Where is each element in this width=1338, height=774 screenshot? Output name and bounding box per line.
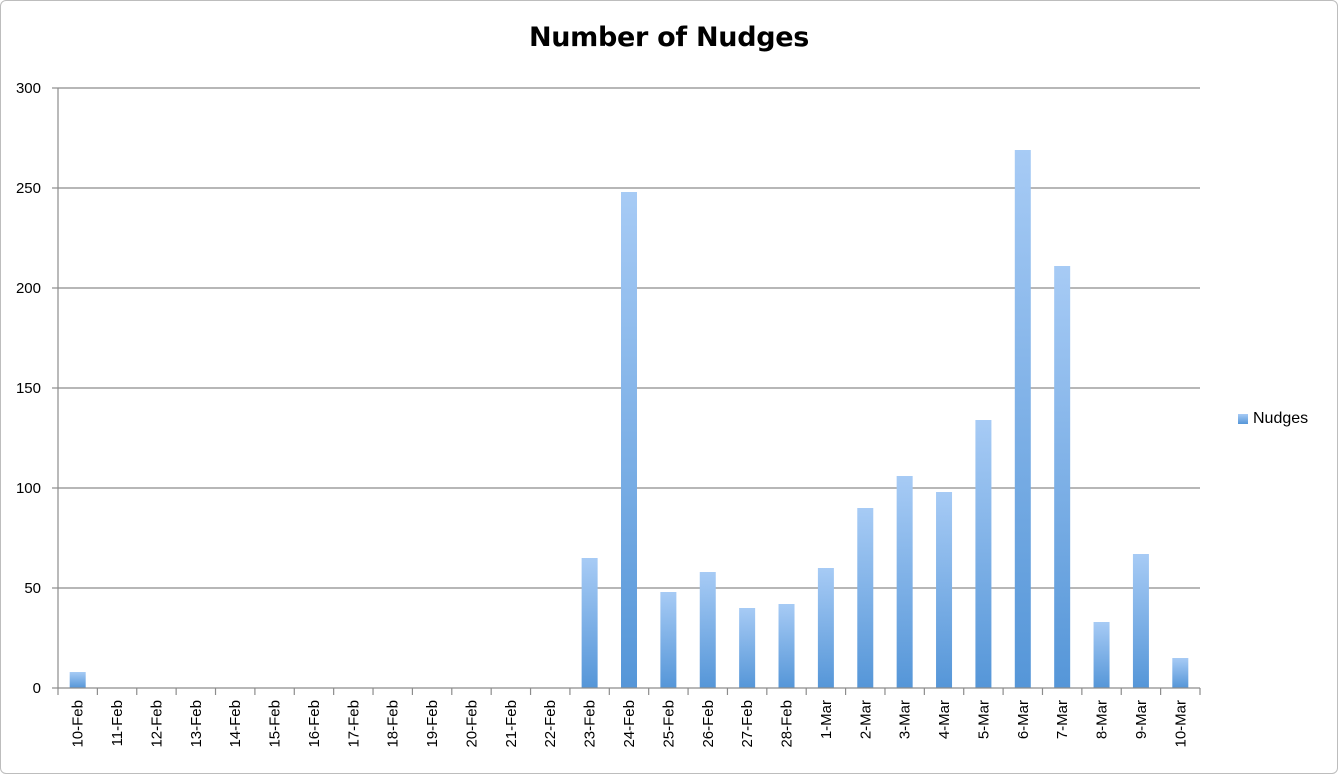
x-tick-label: 12-Feb	[148, 700, 165, 748]
legend-swatch	[1238, 414, 1248, 424]
bar	[581, 558, 598, 688]
x-tick-label: 3-Mar	[897, 700, 914, 739]
x-tick-label: 23-Feb	[582, 700, 599, 748]
y-tick-label: 150	[16, 380, 41, 397]
x-tick-label: 25-Feb	[660, 700, 677, 748]
chart-title: Number of Nudges	[528, 22, 810, 53]
x-tick-label: 5-Mar	[975, 700, 992, 739]
x-tick-label: 26-Feb	[700, 700, 717, 748]
bar	[936, 492, 953, 688]
bar	[975, 420, 992, 688]
y-tick-label: 100	[16, 480, 41, 497]
x-tick-label: 21-Feb	[503, 700, 520, 748]
x-tick-label: 20-Feb	[463, 700, 480, 748]
x-tick-label: 28-Feb	[779, 700, 796, 748]
bar	[857, 508, 874, 688]
x-tick-label: 11-Feb	[109, 700, 126, 746]
bar	[699, 572, 716, 688]
x-tick-label: 22-Feb	[542, 700, 559, 748]
x-tick-label: 1-Mar	[818, 700, 835, 739]
x-tick-label: 7-Mar	[1054, 700, 1071, 739]
legend-label: Nudges	[1253, 410, 1309, 427]
bar	[896, 476, 913, 688]
x-tick-label: 2-Mar	[857, 700, 874, 739]
y-tick-label: 200	[16, 280, 41, 297]
x-tick-label: 27-Feb	[739, 700, 756, 748]
y-tick-label: 300	[16, 80, 41, 97]
x-tick-label: 24-Feb	[621, 700, 638, 748]
bar	[1132, 554, 1149, 688]
bar	[817, 568, 834, 688]
x-tick-label: 18-Feb	[385, 700, 402, 748]
x-tick-label: 17-Feb	[345, 700, 362, 748]
y-tick-label: 50	[24, 580, 41, 597]
bar	[621, 192, 637, 688]
y-tick-label: 250	[16, 180, 41, 197]
legend: Nudges	[1238, 410, 1308, 428]
bar	[739, 608, 756, 688]
x-tick-label: 13-Feb	[188, 700, 205, 748]
x-tick-label: 9-Mar	[1133, 700, 1150, 739]
bar	[69, 672, 86, 688]
x-tick-label: 10-Mar	[1172, 700, 1189, 748]
bar	[1014, 150, 1031, 688]
x-tick-label: 19-Feb	[424, 700, 441, 748]
x-tick-label: 16-Feb	[306, 700, 323, 748]
x-tick-label: 4-Mar	[936, 700, 953, 739]
x-tick-label: 10-Feb	[70, 700, 87, 748]
y-tick-label: 0	[33, 680, 41, 697]
x-tick-label: 6-Mar	[1015, 700, 1032, 739]
bar	[660, 592, 677, 688]
x-tick-label: 15-Feb	[267, 700, 284, 748]
bar	[1172, 658, 1189, 688]
x-tick-label: 14-Feb	[227, 700, 244, 748]
x-tick-label: 8-Mar	[1094, 700, 1111, 739]
bar	[1054, 266, 1071, 688]
bar	[1093, 622, 1110, 688]
bar	[778, 604, 795, 688]
